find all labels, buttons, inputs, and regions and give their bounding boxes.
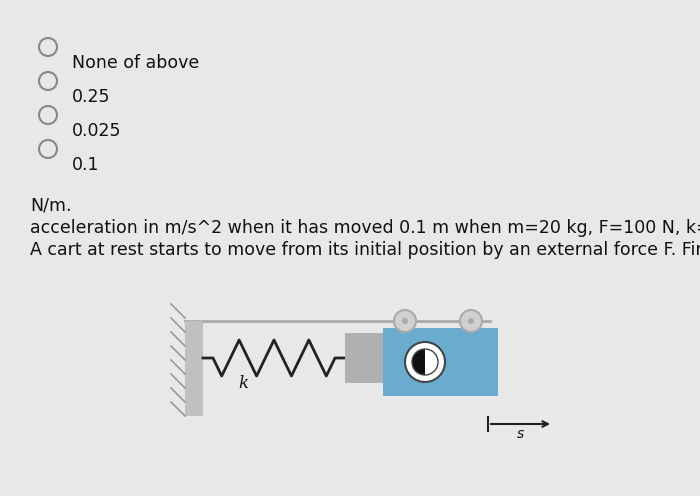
Circle shape (460, 310, 482, 332)
Circle shape (405, 342, 445, 382)
Circle shape (402, 318, 408, 324)
Bar (345, 333, 383, 383)
Text: k: k (238, 375, 248, 392)
Wedge shape (425, 349, 438, 375)
Text: acceleration in m/s^2 when it has moved 0.1 m when m=20 kg, F=100 N, k=1000: acceleration in m/s^2 when it has moved … (30, 219, 700, 237)
Text: 0.025: 0.025 (72, 122, 122, 140)
Text: A cart at rest starts to move from its initial position by an external force F. : A cart at rest starts to move from its i… (30, 241, 700, 259)
Circle shape (394, 310, 416, 332)
Text: None of above: None of above (72, 54, 200, 72)
Circle shape (468, 318, 474, 324)
Bar (185, 321, 203, 416)
Bar (383, 328, 498, 396)
Text: s: s (517, 427, 524, 441)
Text: N/m.: N/m. (30, 197, 71, 215)
Text: 0.1: 0.1 (72, 156, 99, 174)
Wedge shape (412, 349, 425, 375)
Text: 0.25: 0.25 (72, 88, 111, 106)
